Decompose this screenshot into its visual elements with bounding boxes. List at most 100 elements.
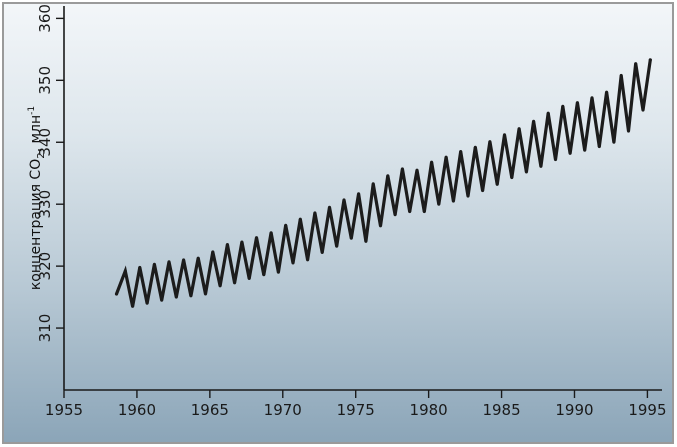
data-point [619, 73, 623, 77]
x-tick-label: 1980 [410, 401, 448, 419]
data-point [408, 210, 412, 214]
data-point [189, 294, 193, 298]
data-point [123, 269, 127, 273]
x-tick-label: 1990 [555, 401, 593, 419]
data-point [371, 182, 375, 186]
data-point [115, 292, 118, 296]
data-point [481, 189, 485, 193]
data-point [437, 202, 441, 206]
data-point [554, 158, 557, 162]
data-point [291, 261, 295, 265]
data-point [313, 211, 317, 215]
data-point [503, 133, 506, 137]
data-point [605, 90, 609, 94]
data-point [364, 239, 368, 243]
data-point [196, 256, 200, 260]
data-point [262, 273, 266, 277]
data-point [328, 205, 331, 209]
data-point [422, 210, 426, 214]
data-point [152, 262, 156, 266]
data-point [510, 176, 514, 180]
x-tick-label: 1955 [45, 401, 83, 419]
data-point [641, 108, 645, 112]
data-point [298, 217, 302, 221]
data-point [284, 223, 288, 227]
data-point [306, 258, 310, 262]
co2-series-line [114, 58, 652, 307]
y-axis-label-superscript: -1 [27, 106, 37, 115]
x-tick-label: 1975 [337, 401, 375, 419]
data-point [211, 250, 215, 254]
y-tick-label: 310 [36, 314, 54, 343]
data-point [583, 148, 587, 152]
y-tick-label: 330 [36, 190, 54, 219]
y-tick-label: 360 [36, 4, 54, 33]
data-point [131, 304, 135, 308]
data-point [379, 224, 382, 228]
data-point [546, 111, 550, 115]
data-point [473, 145, 477, 149]
x-tick-label: 1965 [191, 401, 229, 419]
data-point [182, 258, 186, 262]
data-point [240, 240, 244, 244]
data-point [342, 198, 346, 202]
data-point [138, 265, 142, 269]
data-point [349, 236, 353, 240]
chart-axes [63, 6, 662, 391]
y-tick-label: 340 [36, 128, 54, 157]
data-point [451, 199, 455, 203]
data-point [634, 62, 638, 66]
data-point [255, 236, 258, 240]
x-tick-label: 1985 [482, 401, 520, 419]
data-point [233, 281, 237, 285]
data-point [247, 277, 251, 280]
y-axis-label: концентрация CO2, млн-1 [27, 106, 47, 290]
data-point [561, 104, 565, 108]
y-axis-label-main: концентрация CO [28, 159, 44, 290]
data-point [466, 194, 470, 198]
data-point [386, 174, 390, 178]
data-point [612, 140, 616, 144]
data-point [174, 295, 178, 299]
data-point [444, 155, 448, 159]
data-point [269, 231, 273, 235]
data-point [218, 284, 222, 288]
y-axis-label-subscript: 2 [36, 152, 47, 158]
data-point [320, 251, 324, 254]
chart-series-group [114, 58, 652, 308]
data-point [415, 168, 419, 172]
data-point [430, 160, 434, 164]
data-point [590, 96, 594, 100]
data-point [145, 301, 149, 305]
data-point [517, 127, 521, 131]
data-point [357, 192, 361, 196]
y-axis-label-unit: , млн [28, 115, 44, 153]
data-point [575, 101, 579, 105]
data-point [627, 129, 630, 133]
data-point [597, 145, 601, 149]
y-tick-label: 350 [36, 66, 54, 95]
chart-ticks: 1955 1960 1965 1970 1975 1980 1985 1990 1995 310 3… [36, 4, 667, 419]
data-point [393, 213, 397, 217]
x-tick-label: 1995 [628, 401, 666, 419]
data-point [568, 151, 572, 155]
data-point [225, 243, 229, 246]
x-tick-label: 1960 [118, 401, 156, 419]
data-point [335, 244, 339, 248]
data-point [488, 140, 492, 144]
data-point [160, 298, 164, 302]
data-point [400, 167, 404, 171]
data-point [167, 260, 171, 264]
y-tick-label: 320 [36, 252, 54, 281]
data-point [459, 150, 463, 153]
x-tick-label: 1970 [264, 401, 302, 419]
data-point [532, 119, 536, 123]
data-point [495, 182, 499, 186]
data-point [276, 270, 280, 274]
data-point [539, 164, 543, 168]
data-point [648, 58, 652, 62]
data-point [204, 292, 207, 296]
